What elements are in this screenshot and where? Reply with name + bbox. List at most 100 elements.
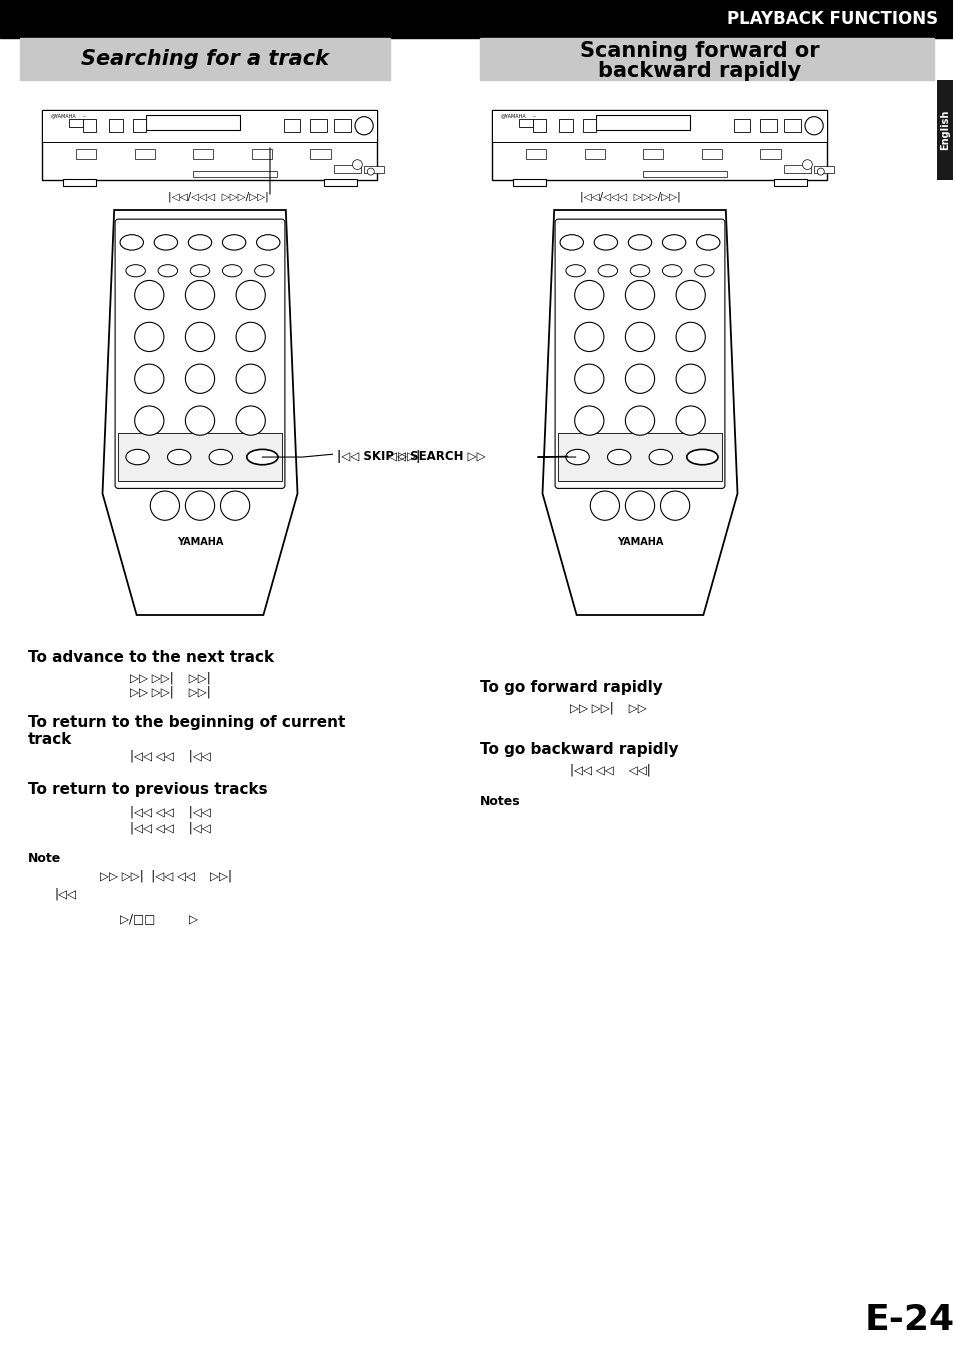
Circle shape: [625, 322, 654, 352]
Ellipse shape: [254, 264, 274, 276]
Ellipse shape: [565, 264, 585, 276]
Circle shape: [659, 491, 689, 520]
Circle shape: [574, 322, 603, 352]
Bar: [43, 111, 377, 181]
Text: Scanning forward or: Scanning forward or: [579, 42, 819, 62]
Text: @YAMAHA: @YAMAHA: [51, 113, 76, 119]
Circle shape: [574, 406, 603, 435]
Ellipse shape: [222, 264, 242, 276]
Text: ...: ...: [532, 113, 537, 119]
Circle shape: [574, 280, 603, 310]
Ellipse shape: [607, 449, 630, 465]
Bar: [518, 119, 532, 127]
Bar: [760, 120, 777, 132]
Circle shape: [574, 364, 603, 394]
Bar: [783, 120, 800, 132]
Bar: [596, 115, 689, 131]
Text: To go forward rapidly: To go forward rapidly: [479, 679, 662, 696]
Ellipse shape: [222, 235, 246, 251]
Text: |◁◁ ◁◁    |◁◁: |◁◁ ◁◁ |◁◁: [130, 822, 211, 834]
Bar: [132, 120, 146, 132]
Ellipse shape: [686, 449, 718, 465]
Circle shape: [676, 322, 704, 352]
Circle shape: [185, 491, 214, 520]
Bar: [701, 148, 721, 159]
Text: |◁◁ SKIP ▷▷|: |◁◁ SKIP ▷▷|: [337, 450, 420, 462]
Text: |◁◁ ◁◁    |◁◁: |◁◁ ◁◁ |◁◁: [130, 805, 211, 818]
Circle shape: [367, 168, 374, 175]
Bar: [146, 115, 240, 131]
Circle shape: [134, 280, 164, 310]
Text: To return to previous tracks: To return to previous tracks: [28, 782, 268, 797]
Circle shape: [676, 406, 704, 435]
Bar: [733, 120, 750, 132]
Bar: [63, 179, 96, 186]
Bar: [532, 120, 545, 132]
Circle shape: [134, 364, 164, 394]
Circle shape: [676, 280, 704, 310]
Ellipse shape: [168, 449, 191, 465]
Bar: [283, 120, 300, 132]
Circle shape: [235, 322, 265, 352]
Circle shape: [185, 406, 214, 435]
Circle shape: [134, 322, 164, 352]
Bar: [760, 148, 780, 159]
Text: ▷▷ ▷▷|    ▷▷: ▷▷ ▷▷| ▷▷: [569, 702, 646, 714]
Ellipse shape: [628, 235, 651, 251]
Text: PLAYBACK FUNCTIONS: PLAYBACK FUNCTIONS: [726, 9, 937, 28]
Text: ▷▷ ▷▷|    ▷▷|: ▷▷ ▷▷| ▷▷|: [130, 673, 211, 685]
Circle shape: [185, 280, 214, 310]
Circle shape: [355, 117, 373, 135]
Bar: [584, 148, 604, 159]
Text: |◁◁/◁◁◁  ▷▷▷/▷▷|: |◁◁/◁◁◁ ▷▷▷/▷▷|: [579, 191, 679, 202]
Ellipse shape: [648, 449, 672, 465]
Text: YAMAHA: YAMAHA: [176, 537, 223, 547]
Text: ▷▷ ▷▷|    ▷▷|: ▷▷ ▷▷| ▷▷|: [130, 686, 211, 700]
Text: track: track: [28, 732, 72, 747]
Text: @YAMAHA: @YAMAHA: [500, 113, 526, 119]
Text: To advance to the next track: To advance to the next track: [28, 650, 274, 665]
Circle shape: [235, 280, 265, 310]
Bar: [642, 171, 726, 177]
Bar: [324, 179, 357, 186]
Ellipse shape: [694, 264, 714, 276]
Bar: [83, 120, 96, 132]
Bar: [20, 38, 390, 80]
Bar: [936, 80, 953, 181]
Text: ▷▷ ▷▷|  |◁◁ ◁◁    ▷▷|: ▷▷ ▷▷| |◁◁ ◁◁ ▷▷|: [100, 869, 232, 883]
FancyBboxPatch shape: [115, 220, 285, 488]
Text: |◁◁/◁◁◁  ▷▷▷/▷▷|: |◁◁/◁◁◁ ▷▷▷/▷▷|: [168, 191, 268, 202]
Bar: [334, 164, 360, 173]
Bar: [310, 120, 327, 132]
Bar: [134, 148, 154, 159]
Ellipse shape: [565, 449, 589, 465]
Bar: [70, 119, 83, 127]
Ellipse shape: [598, 264, 617, 276]
Bar: [479, 38, 933, 80]
Ellipse shape: [190, 264, 210, 276]
Bar: [334, 120, 351, 132]
Text: backward rapidly: backward rapidly: [598, 61, 801, 81]
Circle shape: [185, 322, 214, 352]
Bar: [512, 179, 545, 186]
Bar: [0, 0, 953, 38]
Ellipse shape: [158, 264, 177, 276]
Text: |◁◁ ◁◁    |◁◁: |◁◁ ◁◁ |◁◁: [130, 749, 211, 763]
Ellipse shape: [256, 235, 279, 251]
Circle shape: [801, 159, 811, 170]
Ellipse shape: [696, 235, 720, 251]
Circle shape: [817, 168, 823, 175]
Bar: [193, 148, 213, 159]
Polygon shape: [542, 210, 737, 615]
Text: Searching for a track: Searching for a track: [81, 49, 329, 69]
Bar: [525, 148, 545, 159]
Circle shape: [625, 364, 654, 394]
Circle shape: [185, 364, 214, 394]
Circle shape: [151, 491, 179, 520]
Ellipse shape: [661, 264, 681, 276]
Ellipse shape: [247, 449, 277, 465]
Text: |◁◁: |◁◁: [55, 887, 77, 900]
Bar: [813, 166, 833, 173]
Bar: [558, 433, 721, 481]
Ellipse shape: [126, 449, 149, 465]
